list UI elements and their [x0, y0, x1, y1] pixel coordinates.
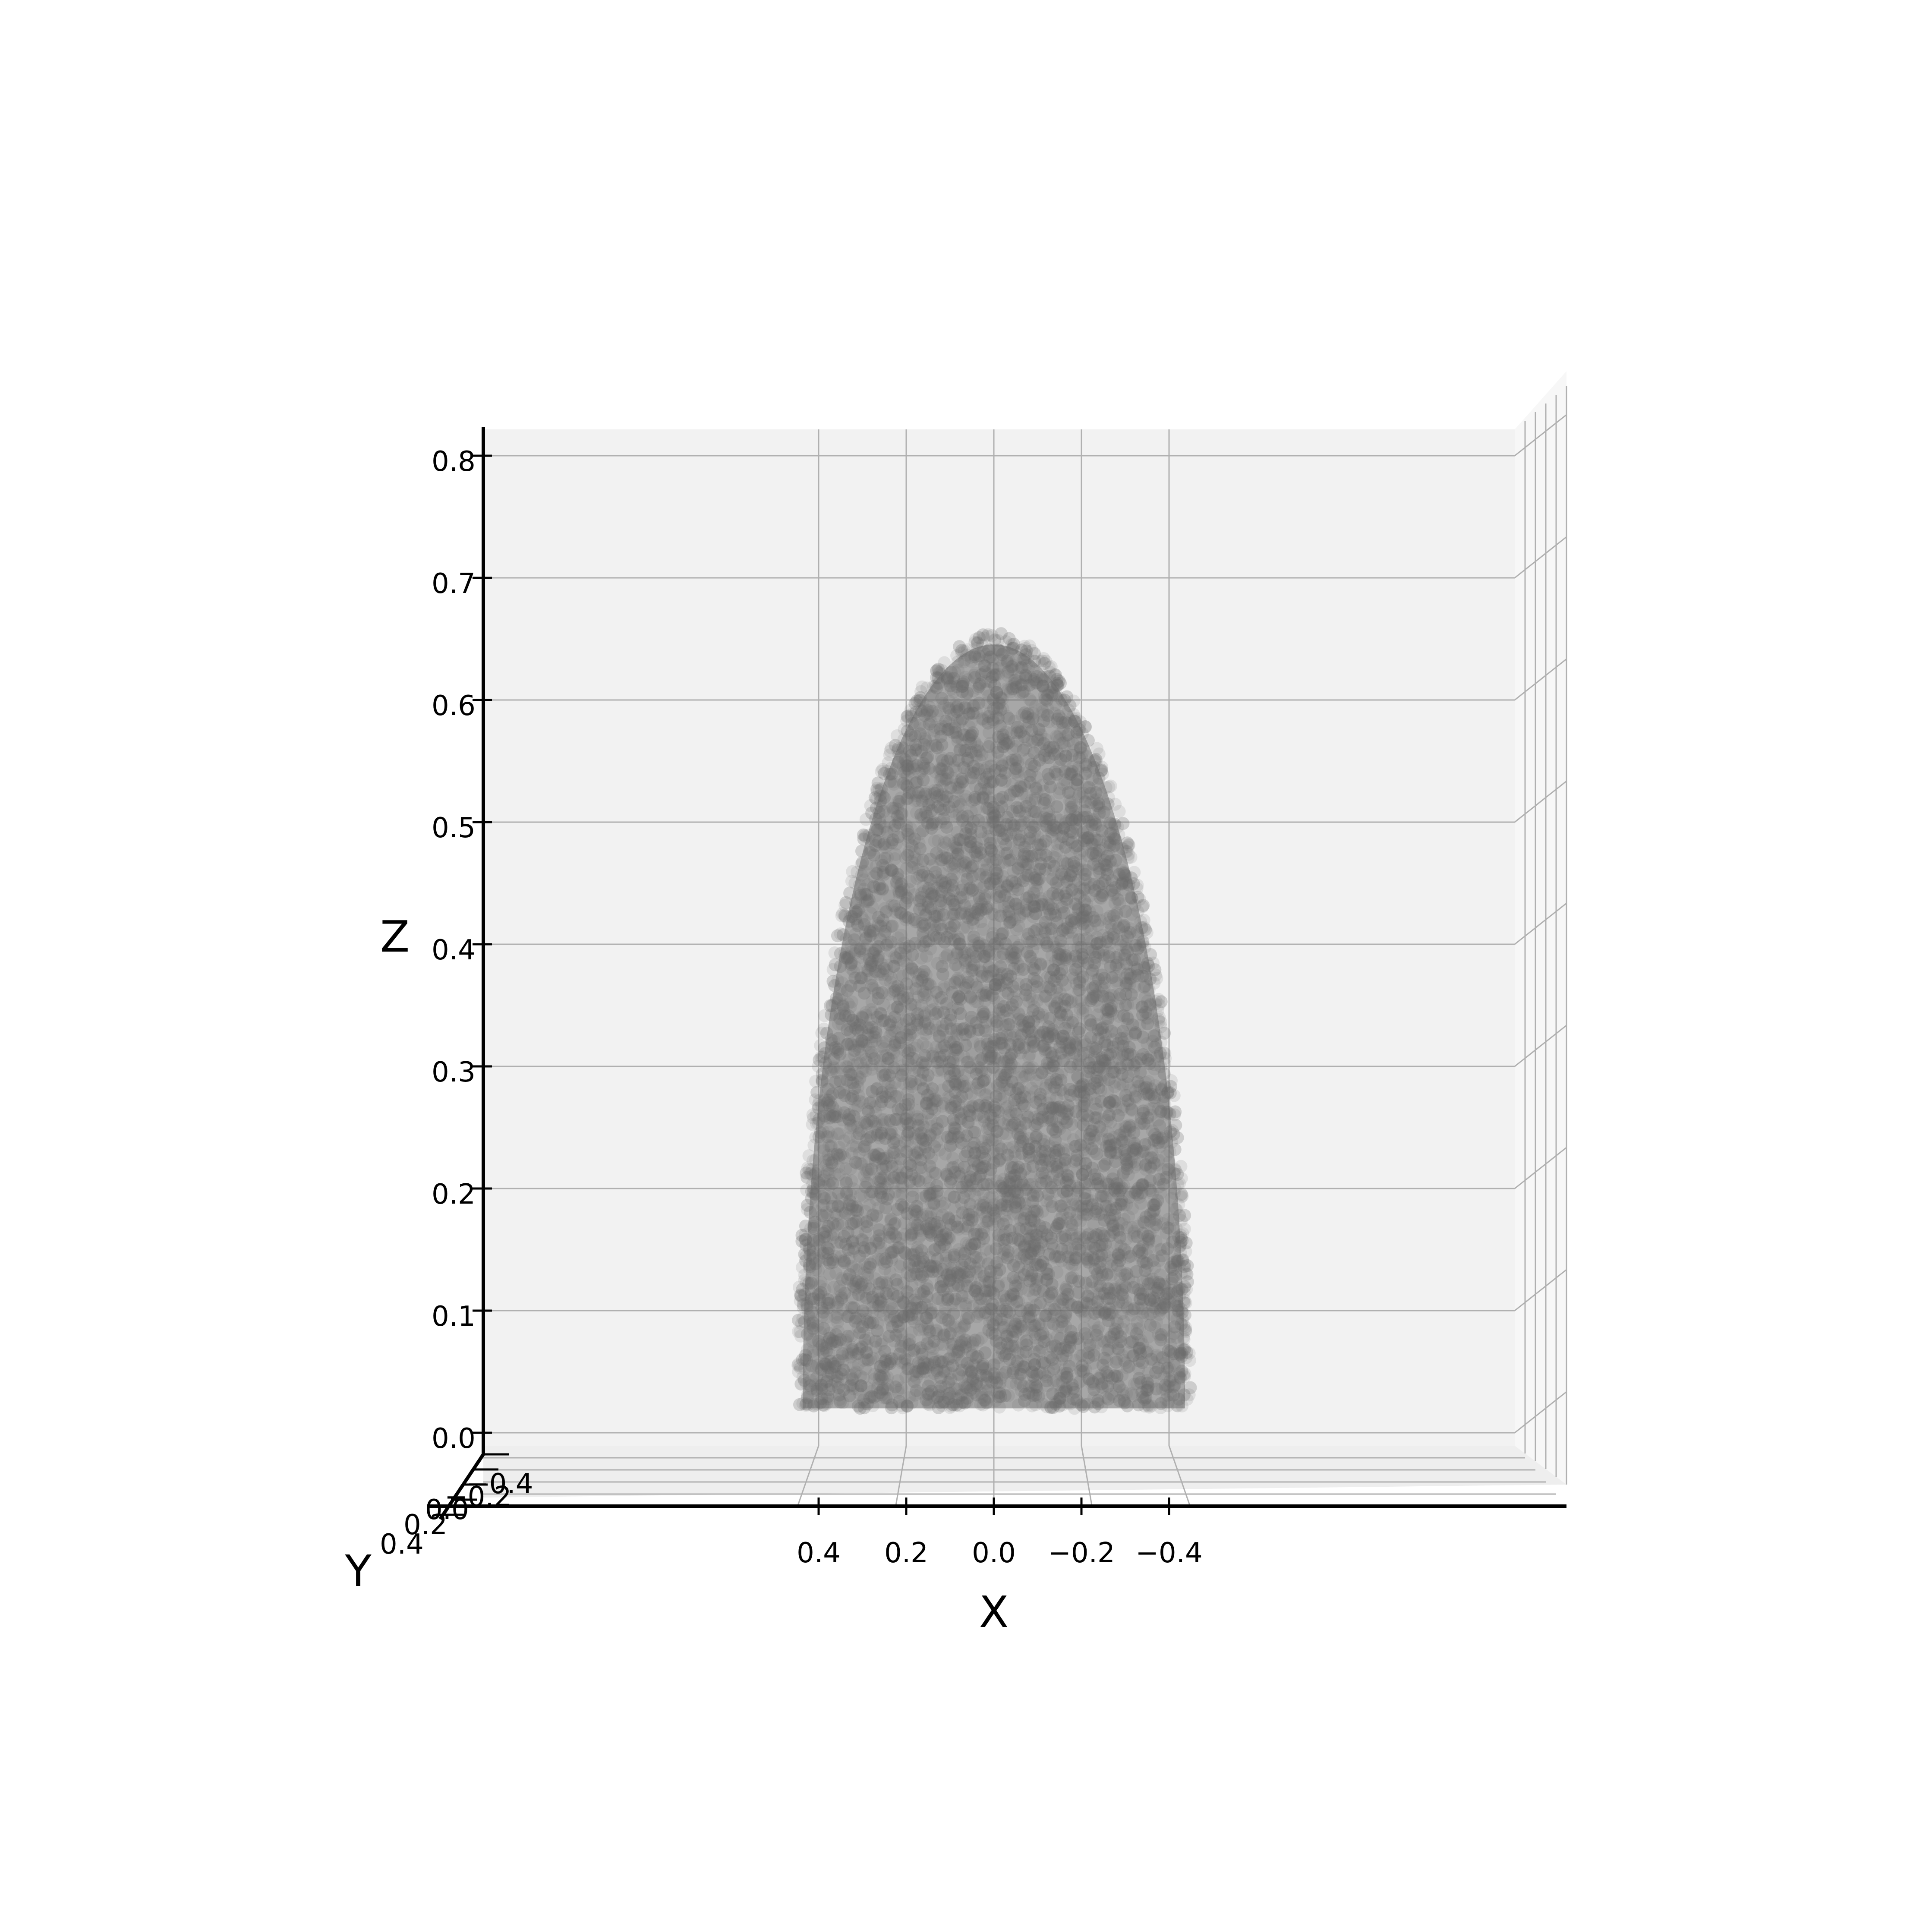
- data-point: [1175, 1188, 1188, 1201]
- data-point: [1018, 640, 1031, 653]
- data-point: [1180, 1267, 1194, 1281]
- data-point: [806, 1108, 819, 1121]
- data-point: [1044, 660, 1058, 673]
- data-point: [794, 1288, 807, 1302]
- data-point: [969, 633, 982, 646]
- x-floor-grid-line: [895, 1445, 907, 1507]
- data-point: [1184, 1381, 1197, 1394]
- data-point: [1167, 1089, 1181, 1102]
- data-point: [1067, 694, 1080, 708]
- data-point: [809, 1075, 823, 1088]
- data-point: [1147, 956, 1160, 970]
- data-point: [977, 628, 990, 642]
- data-point: [1043, 661, 1056, 674]
- data-point: [864, 799, 877, 812]
- data-point: [1079, 720, 1092, 734]
- data-point: [813, 1053, 826, 1066]
- data-point: [1154, 995, 1168, 1009]
- data-point: [1150, 971, 1163, 985]
- data-point: [1025, 644, 1039, 657]
- data-point: [976, 628, 990, 642]
- data-point: [1174, 1160, 1188, 1173]
- data-point: [835, 909, 848, 922]
- data-point: [800, 1183, 813, 1197]
- data-point: [806, 1118, 819, 1131]
- data-point: [1176, 1189, 1189, 1203]
- data-point: [792, 1357, 805, 1371]
- data-point: [1053, 675, 1066, 688]
- data-point: [1054, 677, 1067, 690]
- z-side-grid-line: [1514, 780, 1567, 823]
- data-point: [1175, 1172, 1188, 1185]
- data-point: [1109, 798, 1122, 811]
- data-point: [871, 776, 885, 790]
- data-point: [1128, 866, 1141, 879]
- data-point: [818, 1009, 831, 1022]
- data-point: [828, 946, 842, 959]
- data-point: [988, 634, 1002, 647]
- data-point: [817, 1022, 831, 1036]
- data-point: [995, 627, 1008, 640]
- data-point: [1171, 1131, 1184, 1144]
- data-point: [812, 1059, 825, 1073]
- data-point: [938, 656, 951, 669]
- data-point: [1124, 851, 1138, 864]
- data-point: [981, 628, 995, 641]
- data-point: [1090, 742, 1103, 755]
- x-floor-grid-line: [797, 1445, 819, 1507]
- data-point: [1182, 1388, 1196, 1402]
- data-point: [1183, 1354, 1196, 1367]
- data-point: [1049, 668, 1062, 681]
- data-point: [985, 629, 999, 642]
- data-point: [1037, 652, 1050, 665]
- data-point: [800, 1167, 813, 1180]
- data-point: [795, 1235, 809, 1248]
- data-point: [883, 748, 896, 762]
- data-point: [846, 865, 859, 878]
- z-side-grid-line: [1514, 1269, 1567, 1312]
- x-floor-grid-line: [1168, 1445, 1191, 1507]
- z-side-grid-line: [1514, 414, 1567, 457]
- z-side-grid-line: [1514, 1391, 1567, 1434]
- data-point: [930, 664, 943, 677]
- data-point: [977, 631, 990, 645]
- data-point: [1121, 836, 1134, 850]
- data-point: [1178, 1209, 1191, 1222]
- data-point: [870, 782, 884, 795]
- data-point: [838, 899, 852, 912]
- data-point: [1178, 1222, 1191, 1236]
- z-side-grid-line: [1514, 1025, 1567, 1067]
- data-point: [1181, 1259, 1194, 1272]
- data-point: [1131, 879, 1144, 892]
- data-point: [801, 1161, 814, 1175]
- data-point: [1002, 632, 1016, 645]
- data-point: [839, 896, 853, 909]
- data-point: [802, 1149, 816, 1163]
- z-side-grid-line: [1514, 536, 1567, 579]
- data-point: [814, 1039, 827, 1052]
- data-point: [981, 629, 994, 643]
- data-point: [1039, 655, 1053, 668]
- z-side-grid-line: [1514, 1147, 1567, 1189]
- point-cloud: [791, 627, 1197, 1415]
- data-point: [971, 636, 984, 649]
- data-point: [809, 1093, 822, 1107]
- data-point: [1182, 1346, 1196, 1360]
- z-side-grid-line: [1514, 658, 1567, 701]
- data-point: [1158, 1027, 1171, 1040]
- data-point: [1169, 1119, 1182, 1132]
- z-side-grid-line: [1514, 902, 1567, 945]
- floor-pane: [483, 1446, 1566, 1498]
- data-point: [792, 1365, 805, 1378]
- data-point: [914, 685, 928, 698]
- data-point: [836, 907, 849, 921]
- data-point: [794, 1289, 808, 1303]
- data-point: [1136, 900, 1149, 914]
- data-point: [1078, 720, 1092, 733]
- side-pane: [1515, 371, 1566, 1485]
- x-floor-grid-line: [1081, 1445, 1093, 1507]
- data-point: [930, 664, 943, 678]
- data-point: [1113, 805, 1126, 818]
